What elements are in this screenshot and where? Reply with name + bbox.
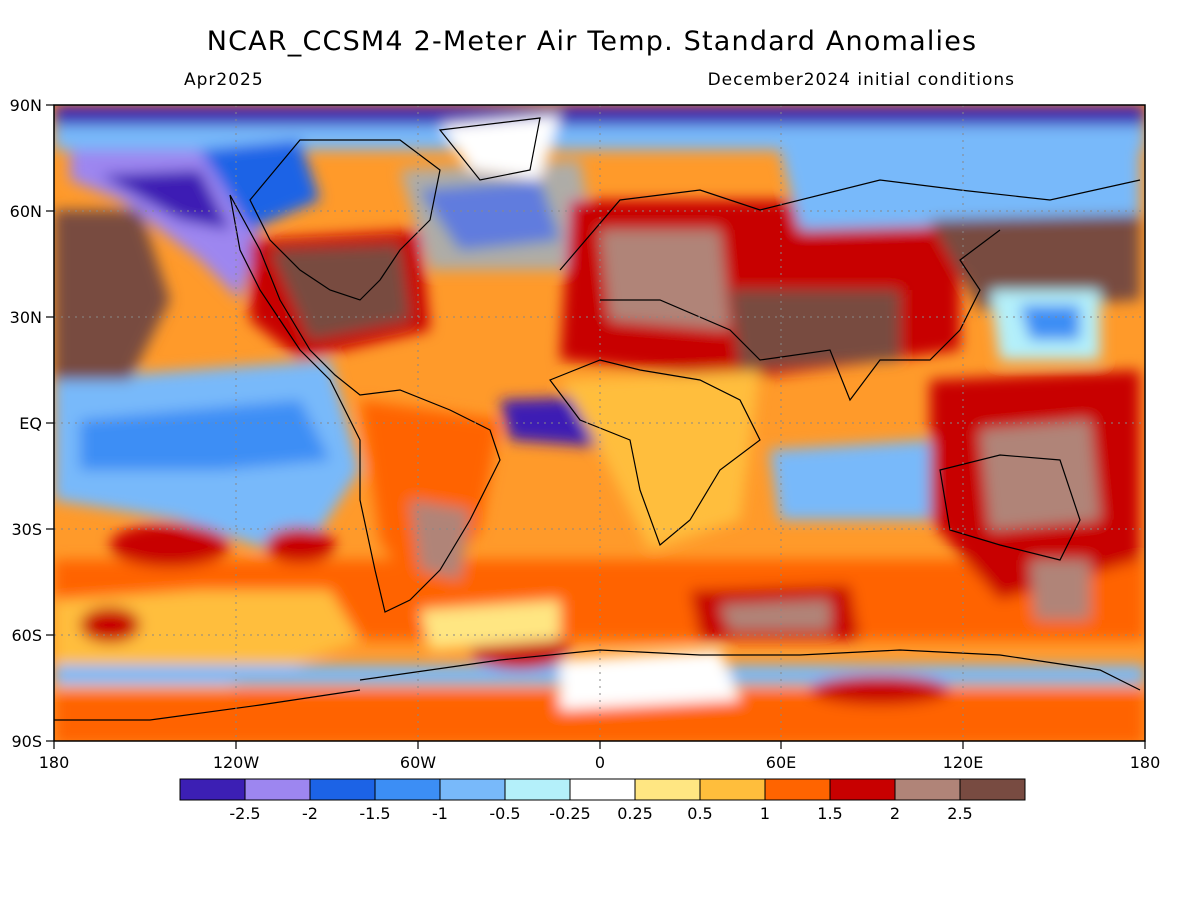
colorbar-label: -1.5 [359, 804, 390, 823]
lon-label: 180 [39, 753, 70, 772]
lat-labels: 90N 60N 30N EQ 30S 60S 90S [10, 96, 42, 751]
lat-label: EQ [19, 414, 42, 433]
colorbar-swatch [244, 778, 311, 801]
lat-label: 60S [11, 626, 42, 645]
colorbar-swatch [439, 778, 506, 801]
axis-ticks [46, 104, 1146, 749]
colorbar-swatch [504, 778, 571, 801]
colorbar-swatch [634, 778, 701, 801]
lon-label: 120W [213, 753, 260, 772]
lon-label: 60E [766, 753, 796, 772]
colorbar-swatch [764, 778, 831, 801]
colorbar-label: 1.5 [817, 804, 842, 823]
lat-label: 90N [10, 96, 42, 115]
colorbar: -2.5 -2 -1.5 -1 -0.5 -0.25 0.25 0.5 1 1.5 2 2.5 [179, 778, 1026, 823]
colorbar-label: 0.25 [617, 804, 653, 823]
lat-label: 90S [11, 732, 42, 751]
colorbar-swatch [829, 778, 896, 801]
colorbar-swatch [894, 778, 961, 801]
lon-label: 0 [595, 753, 605, 772]
colorbar-swatch [569, 778, 636, 801]
lat-label: 30S [11, 520, 42, 539]
colorbar-label: -0.25 [549, 804, 590, 823]
colorbar-label: 0.5 [687, 804, 712, 823]
lon-labels: 180 120W 60W 0 60E 120E 180 [39, 753, 1161, 772]
lon-label: 180 [1130, 753, 1161, 772]
lat-label: 60N [10, 202, 42, 221]
colorbar-swatch [959, 778, 1026, 801]
forecast-month: Apr2025 [184, 70, 264, 90]
colorbar-swatch [179, 778, 246, 801]
colorbar-label: 2.5 [947, 804, 972, 823]
graticule [54, 105, 1145, 741]
lat-label: 30N [10, 308, 42, 327]
colorbar-label: 1 [760, 804, 770, 823]
initial-conditions-label: December2024 initial conditions [707, 70, 1015, 90]
colorbar-swatch [374, 778, 441, 801]
page-title: NCAR_CCSM4 2-Meter Air Temp. Standard An… [206, 26, 978, 57]
colorbar-label: -1 [432, 804, 448, 823]
lon-label: 60W [400, 753, 436, 772]
anomaly-field [54, 105, 1145, 741]
colorbar-label: -2 [302, 804, 318, 823]
colorbar-swatch [699, 778, 766, 801]
colorbar-label: 2 [890, 804, 900, 823]
colorbar-swatch [309, 778, 376, 801]
lon-label: 120E [943, 753, 984, 772]
colorbar-label: -2.5 [229, 804, 260, 823]
colorbar-label: -0.5 [489, 804, 520, 823]
